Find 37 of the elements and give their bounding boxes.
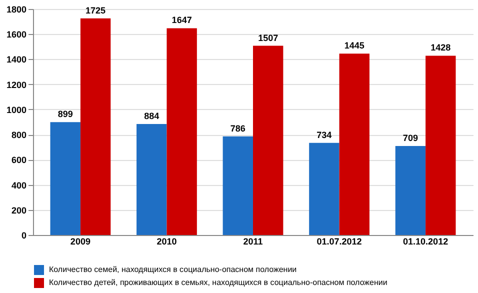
y-tick-label: 200 (11, 205, 26, 216)
x-tick-label: 01.07.2012 (316, 236, 362, 246)
data-label: 734 (316, 130, 332, 140)
bar (253, 46, 284, 235)
data-label: 1445 (344, 40, 364, 51)
legend-label: Количество детей, проживающих в семьях, находящихся в социально-опасном положении (49, 278, 388, 287)
y-tick-label: 1000 (6, 104, 26, 115)
bar (80, 18, 111, 235)
x-tick-label: 01.10.2012 (403, 236, 448, 246)
data-label: 709 (402, 132, 418, 143)
x-tick-label: 2011 (243, 236, 263, 246)
y-tick-label: 600 (11, 155, 26, 166)
y-tick-label: 1600 (6, 30, 26, 40)
bar (395, 146, 426, 235)
bar (50, 122, 80, 235)
x-tick-label: 2009 (70, 236, 90, 246)
y-tick-label: 1400 (6, 54, 26, 65)
y-tick-label: 1200 (6, 80, 26, 90)
bar (426, 56, 456, 235)
data-label: 1507 (258, 32, 278, 43)
data-label: 1428 (430, 42, 451, 53)
y-tick-label: 0 (21, 230, 26, 240)
bar (166, 28, 197, 235)
data-label: 884 (144, 111, 160, 122)
y-tick-label: 1800 (6, 4, 26, 14)
y-tick-label: 800 (11, 130, 26, 140)
bar (136, 124, 167, 235)
data-label: 899 (58, 109, 73, 120)
data-label: 786 (230, 123, 246, 134)
bar (222, 136, 253, 235)
data-label: 1725 (86, 5, 106, 16)
legend-label: Количество семей, находящихся в социально-опасном положении (49, 265, 297, 274)
bar (339, 54, 370, 235)
bar (309, 142, 340, 235)
data-label: 1647 (172, 15, 192, 26)
y-tick-label: 400 (11, 180, 26, 190)
x-tick-label: 2010 (156, 236, 177, 246)
